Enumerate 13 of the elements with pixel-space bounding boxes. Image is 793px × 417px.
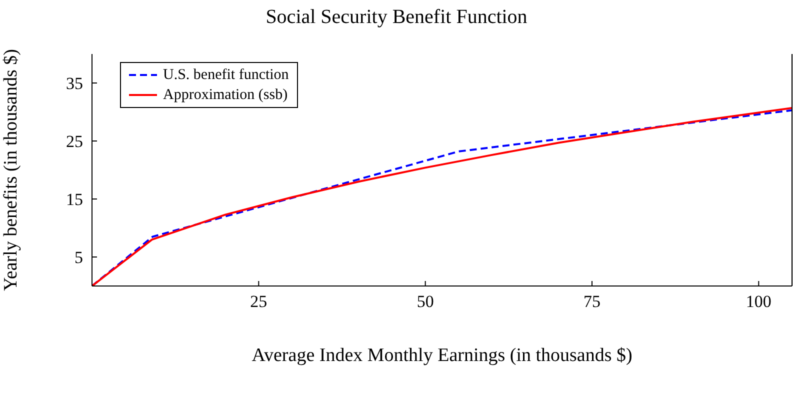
x-tick-label: 100	[746, 292, 772, 312]
chart-title: Social Security Benefit Function	[264, 6, 528, 29]
y-tick-label: 25	[66, 132, 83, 152]
y-tick-label: 15	[66, 190, 83, 210]
legend-label: U.S. benefit function	[163, 66, 289, 85]
x-tick-label: 50	[416, 292, 434, 312]
y-axis-title: Yearly benefits (in thousands $)	[0, 49, 22, 291]
x-tick-label: 75	[584, 292, 600, 312]
x-tick-label: 25	[250, 292, 268, 312]
legend-label: Approximation (ssb)	[163, 86, 288, 105]
x-axis-title: Average Index Monthly Earnings (in thousands $)	[252, 345, 632, 366]
y-tick-label: 35	[66, 74, 83, 94]
y-tick-label: 5	[74, 248, 83, 268]
